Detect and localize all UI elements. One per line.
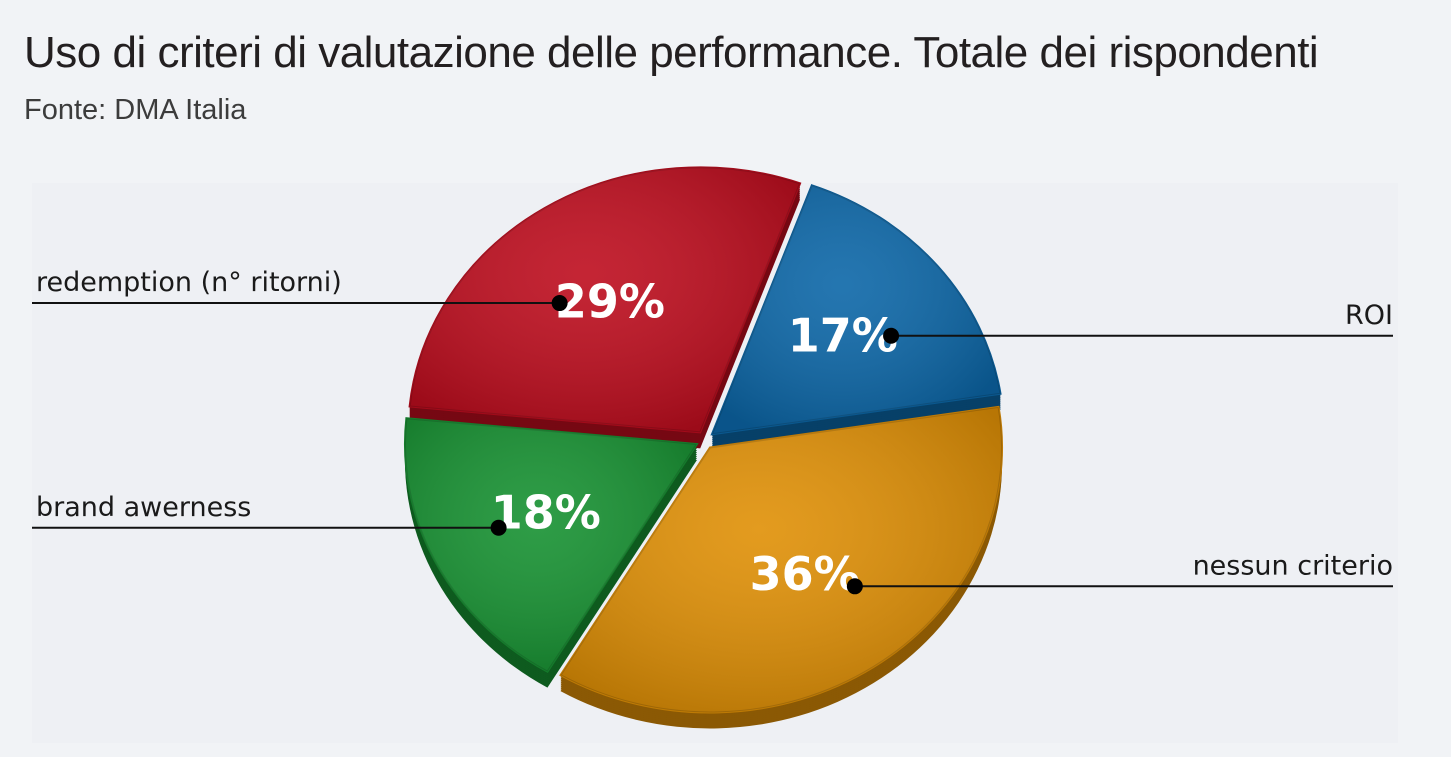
leader-dot-roi	[883, 327, 900, 344]
slice-shade-redemption-n-ritorni	[409, 167, 801, 433]
percent-label-brand-awerness: 18%	[491, 485, 601, 539]
percent-label-redemption-n-ritorni: 29%	[555, 274, 665, 328]
slice-shade-brand-awerness	[404, 418, 697, 672]
percent-label-roi: 17%	[788, 309, 898, 363]
chart-source: Fonte: DMA Italia	[24, 94, 247, 126]
leader-dot-nessun-criterio	[846, 578, 863, 595]
slice-shade-nessun-criterio	[560, 406, 1003, 713]
legend-label-roi: ROI	[1345, 300, 1393, 331]
chart-title: Uso di criteri di valutazione delle perf…	[24, 28, 1319, 77]
legend-label-nessun-criterio: nessun criterio	[1193, 550, 1393, 581]
leader-dot-redemption-n-ritorni	[551, 295, 568, 312]
legend-label-brand-awerness: brand awerness	[36, 492, 251, 523]
slice-shade-roi	[711, 185, 1001, 435]
percent-label-nessun-criterio: 36%	[750, 547, 860, 601]
legend-label-redemption-n-ritorni: redemption (n° ritorni)	[36, 267, 342, 298]
leader-dot-brand-awerness	[490, 519, 507, 536]
